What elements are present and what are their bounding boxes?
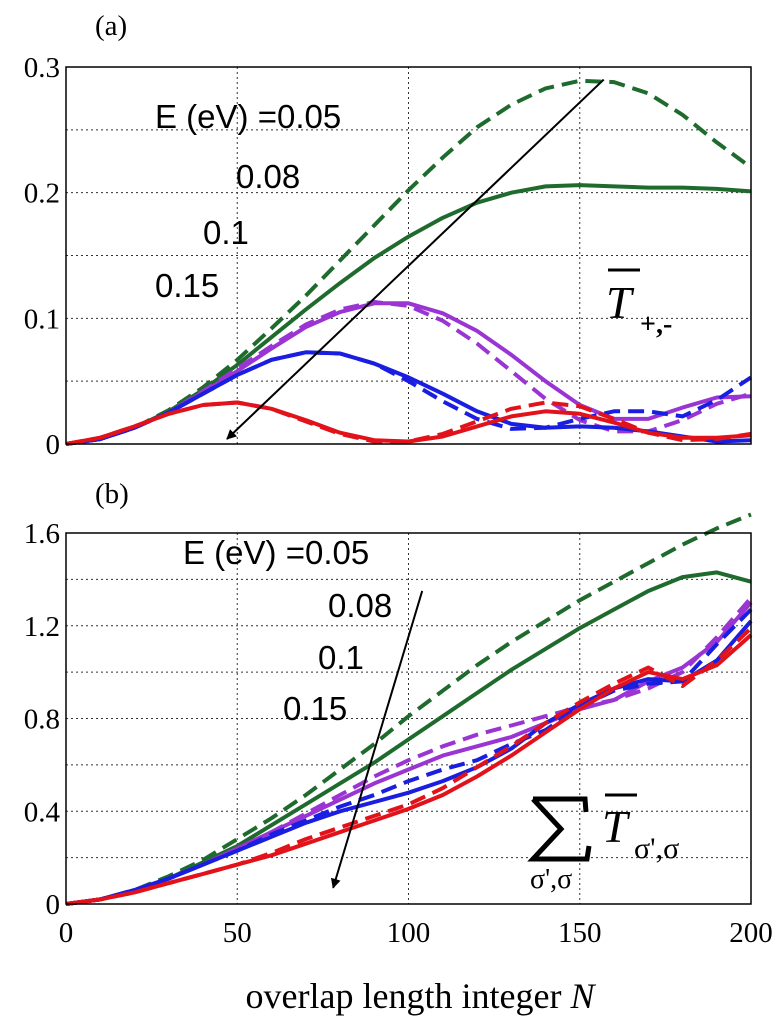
sum-subscript-b: σ',σ — [530, 864, 572, 895]
x-axis-title: overlap length integer N — [246, 976, 597, 1016]
series-line-0_08-dashed — [65, 596, 753, 906]
quantity-label-a: T +,- — [606, 268, 672, 340]
series-lines-a — [65, 78, 753, 446]
x-tick-label: 200 — [729, 917, 773, 949]
energy-label-b-1: 0.08 — [328, 587, 392, 624]
series-line-0_05-dashed — [65, 512, 752, 906]
series-line-0_15-solid — [65, 400, 752, 446]
quantity-symbol-b: T — [602, 801, 631, 852]
panel-b-label: (b) — [95, 478, 129, 510]
series-line-0_1-dashed — [65, 608, 753, 906]
x-axis-title-text: overlap length integer — [246, 976, 571, 1016]
energy-label-a-1: 0.08 — [236, 158, 300, 195]
quantity-label-b: σ',σ T σ',σ — [527, 793, 679, 895]
y-tick-label: 1.2 — [24, 611, 60, 643]
panel-b: (b) 0 0.4 0.8 1.2 1.6 0 50 100 150 200 E (eV) =0… — [24, 478, 773, 949]
y-tick-label: 1.6 — [24, 518, 60, 550]
y-tick-label: 0 — [46, 889, 61, 921]
energy-label-a-2: 0.1 — [203, 214, 249, 251]
plot-frame-b — [65, 532, 752, 905]
series-line-0_15-solid — [65, 633, 753, 906]
y-tick-label: 0.3 — [24, 52, 60, 84]
energy-label-b-0: E (eV) =0.05 — [183, 534, 369, 571]
energy-arrow-b — [330, 590, 424, 889]
y-tick-label: 0.4 — [24, 796, 61, 828]
energy-label-a-0: E (eV) =0.05 — [155, 98, 341, 135]
x-tick-label: 0 — [59, 917, 74, 949]
energy-label-b-2: 0.1 — [318, 639, 364, 676]
y-tick-labels-b: 0 0.4 0.8 1.2 1.6 — [24, 518, 61, 921]
y-tick-label: 0 — [46, 429, 61, 461]
energy-arrow-a — [226, 78, 605, 440]
x-tick-label: 150 — [558, 917, 602, 949]
series-line-0_1-solid — [65, 619, 753, 906]
y-tick-labels-a: 0 0.1 0.2 0.3 — [24, 52, 60, 461]
y-tick-label: 0.2 — [24, 178, 60, 210]
y-tick-label: 0.1 — [24, 303, 60, 335]
x-tick-label: 50 — [223, 917, 252, 949]
x-tick-labels-b: 0 50 100 150 200 — [59, 917, 773, 949]
x-axis-title-variable: N — [569, 976, 596, 1016]
quantity-subscript-b: σ',σ — [634, 832, 679, 865]
summation-icon — [527, 796, 592, 862]
y-tick-label: 0.8 — [24, 704, 60, 736]
panel-a-label: (a) — [95, 10, 127, 42]
grid-a — [66, 67, 751, 444]
energy-label-b-3: 0.15 — [283, 690, 347, 727]
series-lines-b — [65, 512, 753, 906]
panel-a: (a) 0 0.1 0.2 0.3 E (eV) =0.05 0.08 0.1 0.1… — [24, 10, 753, 461]
plot-frame-a — [65, 66, 752, 445]
energy-label-a-3: 0.15 — [155, 267, 219, 304]
quantity-subscript-a: +,- — [640, 309, 672, 340]
quantity-symbol-a: T — [606, 277, 635, 328]
x-tick-label: 100 — [387, 917, 431, 949]
